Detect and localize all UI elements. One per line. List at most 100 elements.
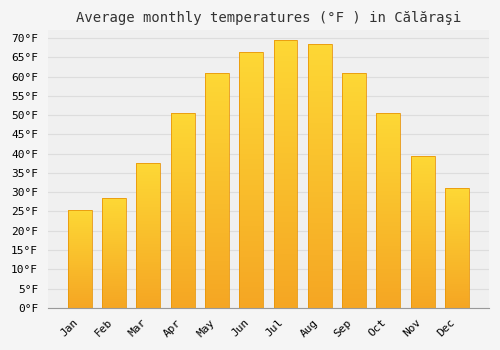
Bar [274,260,297,265]
Bar [445,279,469,281]
Bar [205,237,229,242]
Bar [308,91,332,97]
Bar [102,205,126,207]
Bar [308,60,332,65]
Bar [102,253,126,255]
Bar [68,229,92,231]
Bar [445,262,469,265]
Bar [205,200,229,204]
Bar [239,128,263,134]
Bar [68,251,92,253]
Bar [308,197,332,202]
Bar [445,293,469,296]
Bar [274,163,297,169]
Bar [445,289,469,291]
Bar [445,222,469,224]
Bar [342,294,366,299]
Bar [445,258,469,260]
Bar [239,98,263,103]
Bar [342,82,366,87]
Bar [102,273,126,275]
Bar [308,234,332,239]
Bar [205,284,229,289]
Bar [342,73,366,308]
Bar [205,101,229,106]
Bar [342,275,366,280]
Bar [274,302,297,308]
Bar [136,288,160,290]
Bar [376,121,400,125]
Bar [205,87,229,92]
Bar [170,206,194,210]
Bar [410,168,434,171]
Bar [376,261,400,265]
Bar [239,175,263,180]
Bar [102,290,126,292]
Bar [410,293,434,296]
Bar [445,226,469,229]
Bar [342,200,366,204]
Bar [445,260,469,262]
Bar [68,221,92,223]
Bar [68,235,92,237]
Bar [410,265,434,268]
Bar [239,277,263,282]
Bar [445,188,469,308]
Bar [410,156,434,159]
Bar [445,188,469,191]
Bar [376,145,400,148]
Bar [376,199,400,203]
Bar [136,233,160,236]
Bar [102,238,126,240]
Bar [239,52,263,308]
Bar [68,306,92,308]
Bar [136,224,160,227]
Bar [68,268,92,271]
Bar [205,247,229,251]
Bar [410,268,434,271]
Bar [170,288,194,292]
Bar [239,246,263,251]
Bar [410,156,434,308]
Bar [342,209,366,214]
Bar [205,228,229,233]
Bar [308,292,332,297]
Bar [170,273,194,277]
Bar [205,106,229,110]
Bar [308,260,332,266]
Bar [136,247,160,250]
Bar [410,296,434,299]
Bar [410,289,434,293]
Bar [410,244,434,247]
Bar [342,247,366,251]
Bar [239,123,263,128]
Bar [410,284,434,287]
Bar [102,284,126,286]
Bar [102,277,126,279]
Bar [239,144,263,149]
Bar [170,191,194,195]
Bar [410,186,434,189]
Bar [170,136,194,140]
Bar [376,226,400,230]
Bar [410,247,434,250]
Bar [445,212,469,215]
Bar [410,250,434,253]
Bar [205,73,229,77]
Bar [274,142,297,147]
Bar [205,223,229,228]
Bar [205,96,229,101]
Bar [376,281,400,285]
Bar [445,267,469,270]
Bar [376,296,400,300]
Bar [274,51,297,56]
Bar [239,282,263,287]
Bar [239,93,263,98]
Bar [308,134,332,139]
Bar [102,214,126,216]
Bar [136,238,160,242]
Bar [410,241,434,244]
Bar [68,286,92,288]
Bar [342,218,366,223]
Bar [205,77,229,82]
